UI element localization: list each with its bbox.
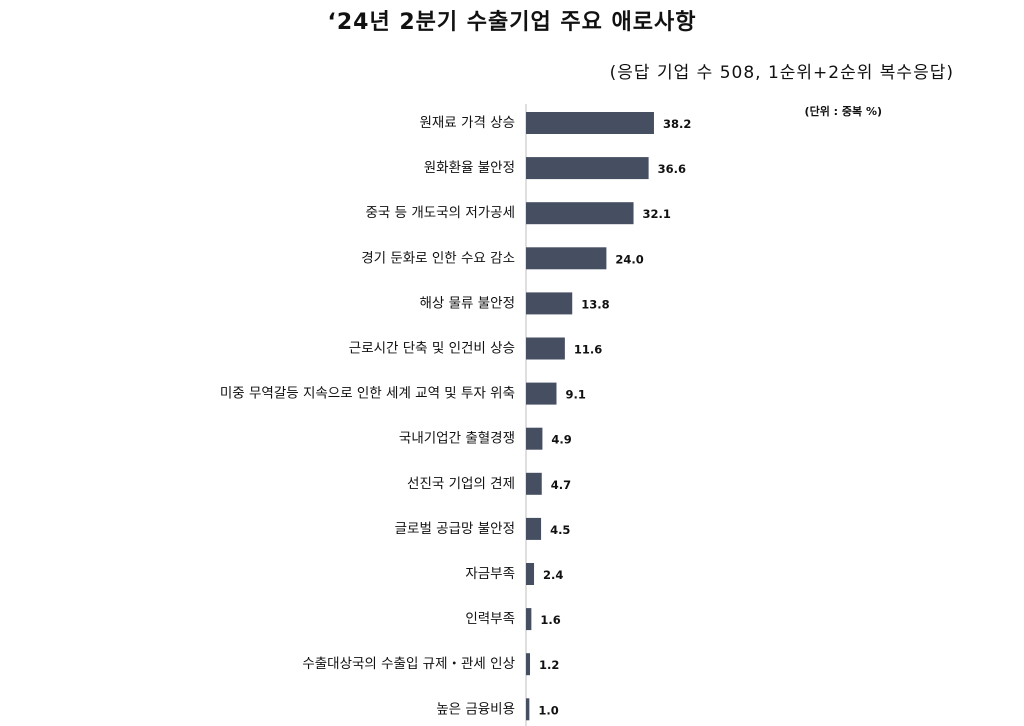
category-label: 자금부족 (465, 566, 515, 582)
category-label: 경기 둔화로 인한 수요 감소 (361, 250, 515, 266)
bar (526, 157, 649, 180)
value-label: 13.8 (581, 297, 609, 311)
chart-subtitle: (응답 기업 수 508, 1순위+2순위 복수응답) (609, 63, 954, 83)
category-label: 인력부족 (465, 611, 515, 627)
value-label: 4.7 (551, 478, 571, 492)
bar (526, 247, 607, 270)
category-label: 높은 금융비용 (436, 701, 515, 717)
bar (526, 698, 530, 721)
category-label: 국내기업간 출혈경쟁 (399, 431, 515, 447)
value-label: 1.0 (538, 703, 558, 717)
value-label: 4.5 (550, 523, 570, 537)
bar (526, 608, 532, 631)
value-label: 36.6 (658, 162, 686, 176)
bar (526, 382, 557, 405)
bar (526, 517, 542, 540)
bar (526, 337, 565, 360)
value-label: 38.2 (663, 117, 691, 131)
category-label: 수출대상국의 수출입 규제・관세 인상 (302, 656, 515, 672)
value-label: 1.2 (539, 658, 559, 672)
category-label: 원재료 가격 상승 (419, 115, 515, 131)
category-label: 근로시간 단축 및 인건비 상승 (349, 341, 515, 357)
value-label: 32.1 (643, 207, 671, 221)
value-label: 11.6 (574, 343, 602, 357)
bar (526, 292, 573, 315)
bar (526, 653, 531, 676)
value-label: 24.0 (615, 252, 643, 266)
category-label: 선진국 기업의 견제 (407, 476, 515, 492)
bar (526, 472, 542, 495)
category-label: 원화환율 불안정 (424, 160, 515, 176)
bar (526, 427, 543, 450)
value-label: 4.9 (551, 433, 571, 447)
value-label: 9.1 (565, 388, 585, 402)
category-label: 글로벌 공급망 불안정 (395, 521, 515, 537)
category-label: 해상 물류 불안정 (419, 295, 515, 311)
category-label: 중국 등 개도국의 저가공세 (366, 205, 516, 221)
category-label: 미중 무역갈등 지속으로 인한 세계 교역 및 투자 위축 (220, 386, 515, 402)
value-label: 1.6 (540, 613, 560, 627)
unit-note: (단위 : 중복 %) (804, 105, 882, 118)
bar (526, 112, 654, 134)
bar (526, 563, 535, 585)
bar (526, 202, 634, 225)
value-label: 2.4 (543, 568, 563, 582)
chart-title: ‘24년 2분기 수출기업 주요 애로사항 (327, 10, 697, 35)
